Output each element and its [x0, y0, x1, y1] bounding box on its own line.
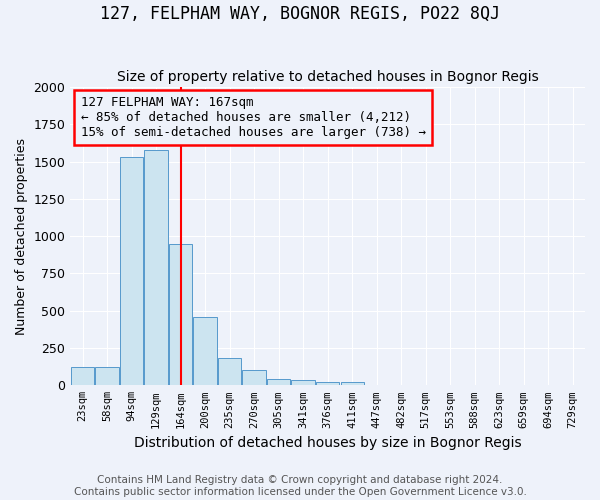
Text: 127, FELPHAM WAY, BOGNOR REGIS, PO22 8QJ: 127, FELPHAM WAY, BOGNOR REGIS, PO22 8QJ	[100, 5, 500, 23]
Title: Size of property relative to detached houses in Bognor Regis: Size of property relative to detached ho…	[117, 70, 539, 85]
X-axis label: Distribution of detached houses by size in Bognor Regis: Distribution of detached houses by size …	[134, 436, 521, 450]
Bar	[145, 150, 168, 386]
Bar	[120, 157, 143, 386]
Bar	[341, 382, 364, 386]
Bar	[292, 380, 315, 386]
Text: 127 FELPHAM WAY: 167sqm
← 85% of detached houses are smaller (4,212)
15% of semi: 127 FELPHAM WAY: 167sqm ← 85% of detache…	[80, 96, 425, 139]
Bar	[218, 358, 241, 386]
Bar	[169, 244, 192, 386]
Bar	[193, 316, 217, 386]
Bar	[71, 368, 94, 386]
Bar	[316, 382, 339, 386]
Bar	[242, 370, 266, 386]
Bar	[95, 368, 119, 386]
Text: Contains HM Land Registry data © Crown copyright and database right 2024.
Contai: Contains HM Land Registry data © Crown c…	[74, 476, 526, 497]
Y-axis label: Number of detached properties: Number of detached properties	[15, 138, 28, 334]
Bar	[267, 378, 290, 386]
